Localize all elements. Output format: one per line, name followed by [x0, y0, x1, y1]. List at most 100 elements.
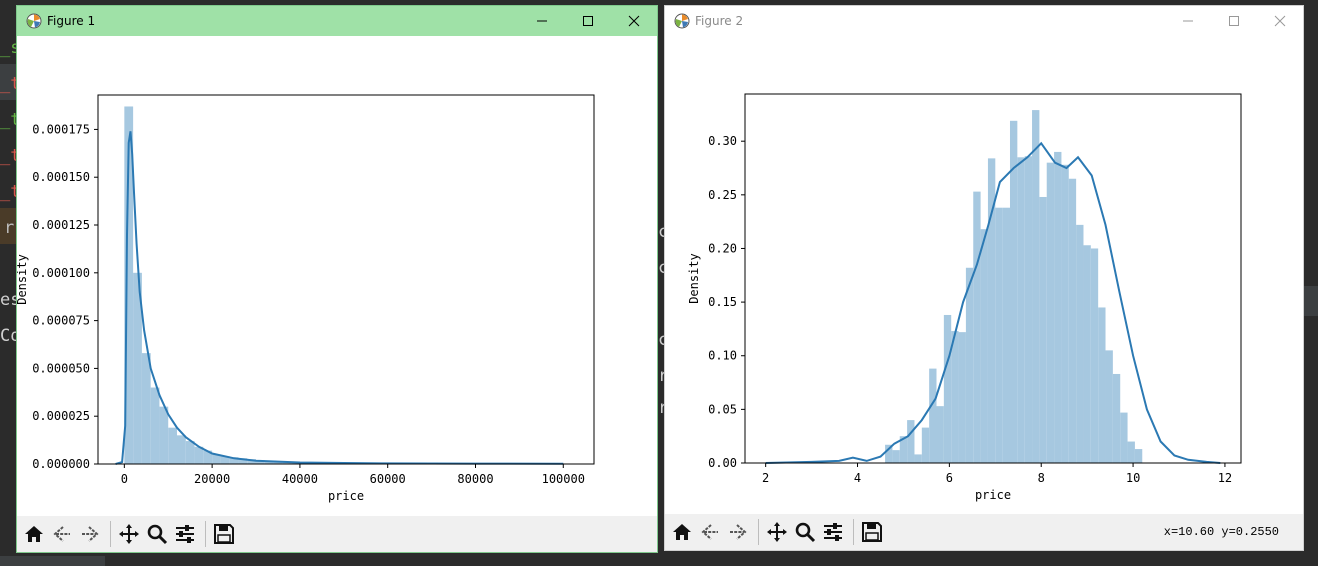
x-tick-label: 0 — [121, 472, 128, 486]
histogram-bar — [1032, 110, 1040, 463]
forward-arrow-icon — [730, 524, 747, 540]
x-tick-label: 6 — [946, 471, 953, 485]
zoom-button[interactable] — [792, 519, 818, 545]
background-code-fragment: Co — [0, 326, 21, 346]
close-icon — [1274, 15, 1286, 27]
histogram-bar — [256, 460, 265, 464]
axes-frame — [744, 93, 1242, 464]
back-arrow-icon — [701, 524, 718, 540]
configure-subplots-button[interactable] — [820, 519, 846, 545]
minimize-button[interactable] — [519, 6, 565, 36]
figure-2-window: Figure 2 2 4 6 8 10 12 0.00 0.05 0.10 0.15 0.20 0.2… — [664, 5, 1304, 551]
save-icon — [862, 522, 882, 542]
x-tick-label: 20000 — [194, 472, 230, 486]
histogram-bar — [943, 314, 952, 463]
maximize-button[interactable] — [565, 6, 611, 36]
toolbar-separator — [758, 519, 759, 545]
configure-subplots-button[interactable] — [172, 521, 198, 547]
toolbar-separator — [205, 521, 206, 547]
back-button[interactable] — [697, 519, 723, 545]
background-highlight — [0, 64, 16, 100]
maximize-button[interactable] — [1211, 6, 1257, 36]
y-tick-label: 0.00 — [708, 456, 737, 470]
save-icon — [214, 524, 234, 544]
histogram-bar — [951, 331, 959, 463]
background-panel — [1304, 0, 1318, 566]
matplotlib-app-icon — [674, 13, 690, 29]
pan-button[interactable] — [116, 521, 142, 547]
histogram-bar — [965, 267, 974, 463]
histogram-bar — [973, 191, 981, 463]
figure-2-titlebar[interactable]: Figure 2 — [665, 6, 1303, 36]
histogram-bar — [1127, 441, 1135, 463]
save-button[interactable] — [859, 519, 885, 545]
histogram-bar — [1112, 373, 1121, 463]
background-code-fragment: _s — [0, 38, 21, 58]
background-highlight — [0, 208, 16, 244]
figure-1-chart: 0 20000 40000 60000 80000 100000 0.000000 0.000… — [15, 94, 595, 503]
figure-1-titlebar[interactable]: Figure 1 — [17, 6, 657, 36]
minimize-button[interactable] — [1165, 6, 1211, 36]
pan-icon — [767, 522, 787, 542]
zoom-button[interactable] — [144, 521, 170, 547]
matplotlib-app-icon — [26, 13, 42, 29]
y-tick-label: 0.000100 — [32, 266, 90, 280]
histogram-bar — [247, 459, 257, 464]
y-tick-label: 0.30 — [708, 134, 737, 148]
histogram-bar — [899, 436, 908, 463]
home-button[interactable] — [669, 519, 695, 545]
histogram-bar — [1134, 449, 1143, 463]
save-button[interactable] — [211, 521, 237, 547]
window-title: Figure 2 — [695, 14, 744, 28]
toolbar-separator — [110, 521, 111, 547]
histogram-bar — [1009, 120, 1018, 463]
y-axis-label: Density — [687, 253, 701, 304]
minimize-icon — [537, 20, 547, 22]
histogram-bar — [1024, 156, 1033, 463]
pan-button[interactable] — [764, 519, 790, 545]
histogram-bar — [1120, 412, 1128, 463]
histogram-bar — [907, 420, 915, 463]
y-axis-label: Density — [17, 254, 29, 305]
figure-2-chart: 2 4 6 8 10 12 0.00 0.05 0.10 0.15 0.20 0.25 0.30 pric… — [687, 93, 1242, 502]
window-title: Figure 1 — [47, 14, 96, 28]
histogram-bar — [885, 444, 893, 463]
kde-line — [115, 131, 564, 465]
figure-2-canvas[interactable]: 2 4 6 8 10 12 0.00 0.05 0.10 0.15 0.20 0.25 0.30 pric… — [665, 36, 1303, 520]
maximize-icon — [583, 16, 593, 26]
x-tick-label: 4 — [854, 471, 861, 485]
back-button[interactable] — [49, 521, 75, 547]
configure-subplots-icon — [824, 523, 842, 541]
close-button[interactable] — [1257, 6, 1303, 36]
y-tick-label: 0.000025 — [32, 409, 90, 423]
histogram-bar — [1002, 207, 1010, 463]
histogram-bar — [1090, 248, 1099, 463]
histogram-bar — [1105, 350, 1113, 463]
histogram-bar — [141, 353, 151, 464]
x-axis-label: price — [328, 489, 364, 503]
figure-1-canvas[interactable]: 0 20000 40000 60000 80000 100000 0.000000 0.000… — [15, 36, 657, 520]
forward-button[interactable] — [725, 519, 751, 545]
y-tick-label: 0.20 — [708, 241, 737, 255]
histogram-bar — [212, 454, 221, 464]
y-tick-label: 0.000075 — [32, 314, 90, 328]
histogram-bar — [1017, 157, 1025, 463]
background-editor — [0, 0, 16, 566]
close-button[interactable] — [611, 6, 657, 36]
histogram-bar — [921, 427, 930, 463]
background-code-fragment: r — [4, 218, 15, 238]
forward-button[interactable] — [77, 521, 103, 547]
background-code-fragment: r — [658, 366, 668, 386]
figure-2-toolbar: x=10.60 y=0.2550 — [665, 514, 1303, 550]
histogram-bar — [980, 229, 988, 463]
y-tick-label: 0.000125 — [32, 218, 90, 232]
forward-arrow-icon — [82, 526, 99, 542]
figure-1-window: Figure 1 0 20000 40000 60000 80000 100000 0.00… — [15, 5, 658, 553]
histogram-bar — [238, 458, 248, 464]
background-panel-divider — [1304, 286, 1318, 316]
histogram-bar — [995, 207, 1003, 463]
axes-frame — [97, 94, 595, 465]
histogram-bar — [273, 461, 283, 464]
background-code-fragment: _t — [0, 182, 21, 202]
home-button[interactable] — [21, 521, 47, 547]
